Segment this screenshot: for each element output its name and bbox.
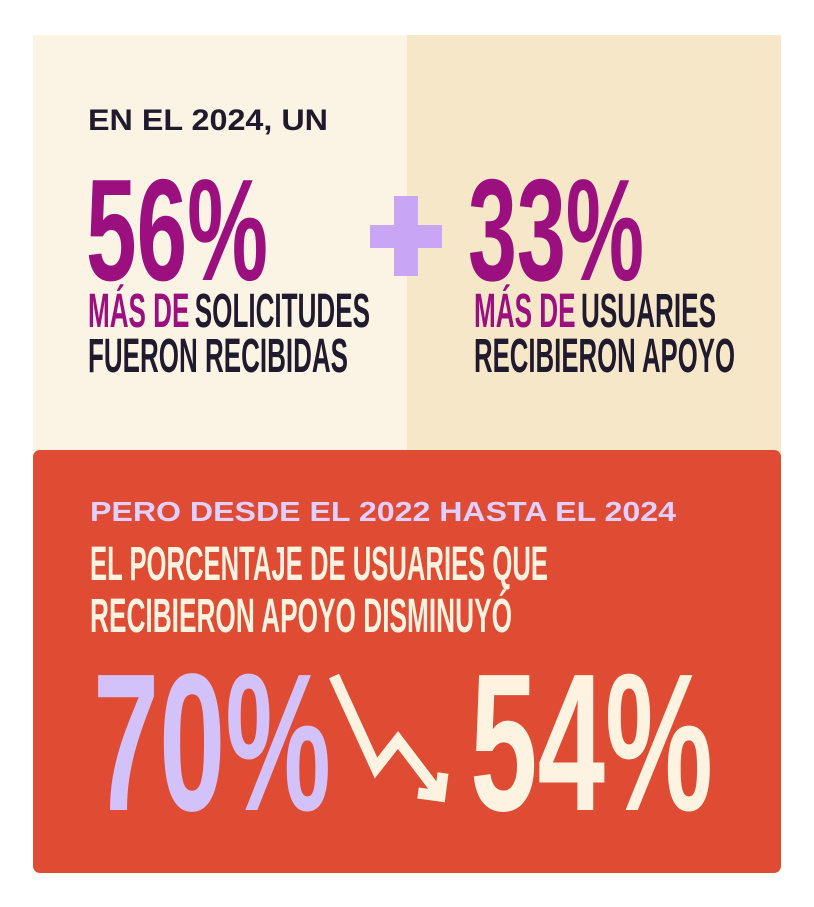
panel-bottom [33,450,781,873]
stat-line: MÁS DESOLICITUDES [88,284,370,338]
kicker: PERO DESDE EL 2022 HASTA EL 2024 [90,496,676,527]
intro: EN EL 2024, UN [88,104,328,137]
panel-right [407,35,781,455]
from-value: 70% [93,633,331,852]
to-value: 54% [470,633,713,852]
down-arrow [328,673,449,803]
text: USUARIES [581,285,716,338]
stat-value: 56% [86,149,268,311]
stat-line: FUERON RECIBIDAS [88,330,348,383]
headline: RECIBIERON APOYO DISMINUYÓ [90,588,512,643]
panel-left [33,35,407,455]
stat-line: MÁS DEUSUARIES [474,284,716,338]
headline: EL PORCENTAJE DE USUARIES QUE [90,538,548,591]
highlight: MÁS DE [88,284,189,338]
highlight: MÁS DE [474,284,576,338]
text: SOLICITUDES [195,285,370,338]
stat-value: 33% [468,149,644,311]
plus-sign [370,196,442,276]
stat-line: RECIBIERON APOYO [474,330,735,383]
